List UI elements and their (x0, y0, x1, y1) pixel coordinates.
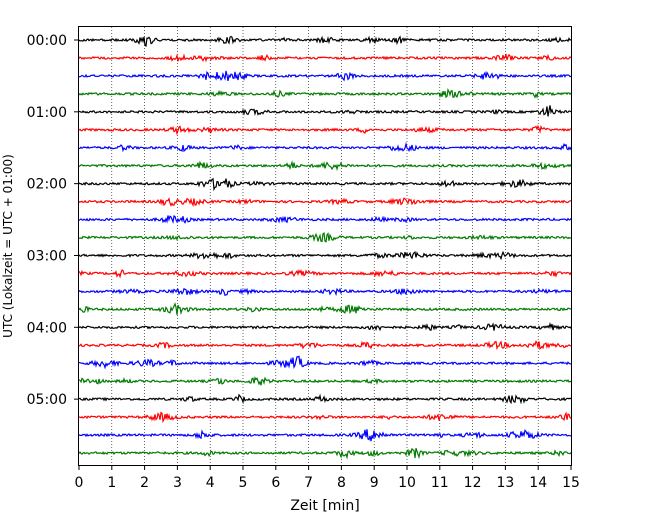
x-tick-label: 7 (304, 475, 313, 491)
x-tick-label: 2 (140, 475, 149, 491)
x-axis-label: Zeit [min] (290, 498, 359, 514)
seismic-trace (78, 340, 572, 351)
seismic-trace (78, 177, 572, 192)
x-tick-label: 9 (370, 475, 379, 491)
x-tick-label: 13 (496, 475, 514, 491)
seismic-trace (78, 302, 572, 316)
seismic-trace (78, 105, 572, 117)
y-tick-label: 04:00 (27, 320, 67, 336)
x-tick-label: 4 (206, 475, 215, 491)
vertical-grid-lines (111, 27, 539, 465)
x-tick-label: 15 (562, 475, 580, 491)
x-tick-label: 12 (464, 475, 482, 491)
seismic-trace (78, 215, 572, 225)
x-tick-label: 10 (398, 475, 416, 491)
x-tick-label: 3 (173, 475, 182, 491)
seismic-trace (78, 321, 572, 332)
seismic-trace (78, 196, 572, 207)
y-tick-label: 01:00 (27, 105, 67, 121)
seismic-trace (78, 88, 572, 99)
seismic-trace (78, 411, 572, 424)
y-tick-label: 03:00 (27, 248, 67, 264)
x-tick-label: 1 (107, 475, 116, 491)
plot-frame (78, 26, 572, 466)
seismic-trace (78, 287, 572, 297)
seismic-trace (78, 447, 572, 460)
seismic-trace (78, 250, 572, 261)
x-tick-label: 11 (431, 475, 449, 491)
x-tick-label: 5 (239, 475, 248, 491)
seismic-trace (78, 160, 572, 172)
seismic-trace (78, 429, 572, 442)
y-tick-label: 05:00 (27, 392, 67, 408)
y-axis-ticks: 00:00 01:00 02:00 03:00 04:00 05:00 (27, 33, 79, 408)
seismic-trace (78, 141, 572, 153)
x-axis-ticks: 0 1 2 3 4 5 6 7 8 9 10 11 12 13 14 15 (75, 465, 580, 491)
seismic-trace (78, 393, 572, 405)
seismic-trace (78, 53, 572, 63)
x-tick-label: 6 (271, 475, 280, 491)
x-tick-label: 14 (529, 475, 547, 491)
y-axis-label: UTC (Lokalzeit = UTC + 01:00) (1, 154, 15, 338)
seismic-traces (78, 35, 572, 460)
y-tick-label: 02:00 (27, 177, 67, 193)
y-tick-label: 00:00 (27, 33, 67, 49)
seismic-trace (78, 70, 571, 82)
x-tick-label: 0 (75, 475, 84, 491)
x-tick-label: 8 (337, 475, 346, 491)
seismic-trace (78, 268, 572, 279)
seismic-trace (78, 355, 572, 370)
seismic-trace (78, 35, 572, 47)
seismic-trace (78, 376, 572, 386)
seismic-trace (78, 124, 572, 136)
seismic-trace (78, 232, 572, 243)
